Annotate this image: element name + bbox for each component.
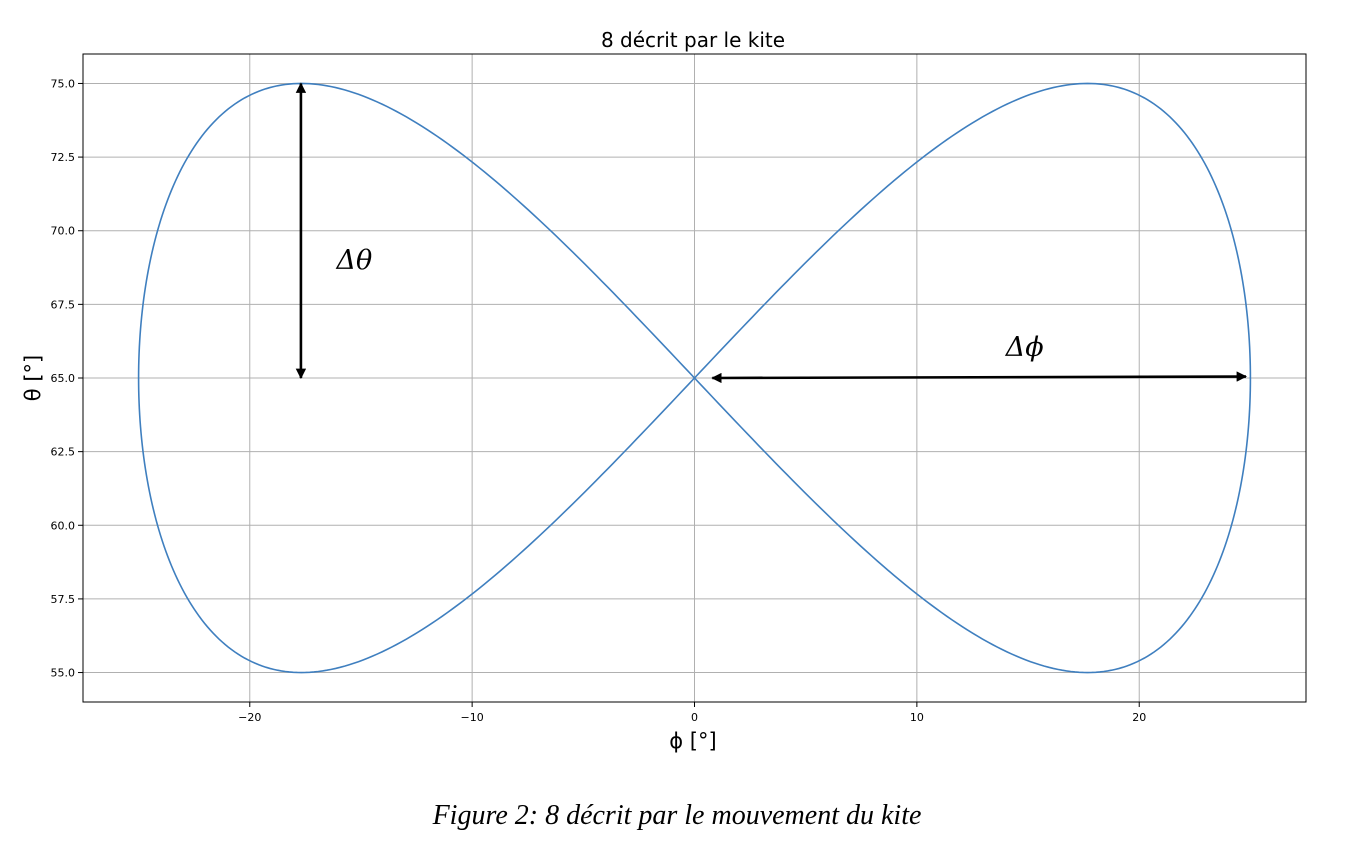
x-tick-label: 0 [691, 711, 698, 724]
x-tick-label: 20 [1132, 711, 1146, 724]
y-tick-label: 60.0 [51, 519, 76, 532]
chart-title: 8 décrit par le kite [601, 28, 785, 52]
chart: 8 décrit par le kite −20 −10 0 10 20 55.0 57.… [21, 28, 1307, 753]
x-tick-label: −20 [238, 711, 261, 724]
y-tick-label: 65.0 [51, 372, 76, 385]
x-axis-label: ϕ [°] [669, 729, 716, 753]
y-tick-label: 62.5 [51, 446, 76, 459]
delta-phi-label: Δϕ [1005, 332, 1044, 363]
y-axis-ticks: 55.0 57.5 60.0 62.5 65.0 67.5 70.0 72.5 75.0 [51, 77, 83, 680]
y-tick-label: 67.5 [51, 298, 76, 311]
y-tick-label: 57.5 [51, 593, 76, 606]
delta-theta-label: Δθ [335, 245, 372, 276]
figure-caption: Figure 2: 8 décrit par le mouvement du k… [432, 800, 922, 831]
annotations: Δθ Δϕ [295, 82, 1248, 384]
y-tick-label: 55.0 [51, 667, 76, 680]
x-axis-ticks: −20 −10 0 10 20 [238, 702, 1146, 724]
delta-phi-arrow [711, 371, 1248, 384]
y-axis-label: θ [°] [21, 355, 45, 401]
x-tick-label: −10 [461, 711, 484, 724]
y-tick-label: 75.0 [51, 77, 76, 90]
x-tick-label: 10 [910, 711, 924, 724]
y-tick-label: 72.5 [51, 151, 76, 164]
series-curve [137, 82, 1252, 674]
y-tick-label: 70.0 [51, 225, 76, 238]
